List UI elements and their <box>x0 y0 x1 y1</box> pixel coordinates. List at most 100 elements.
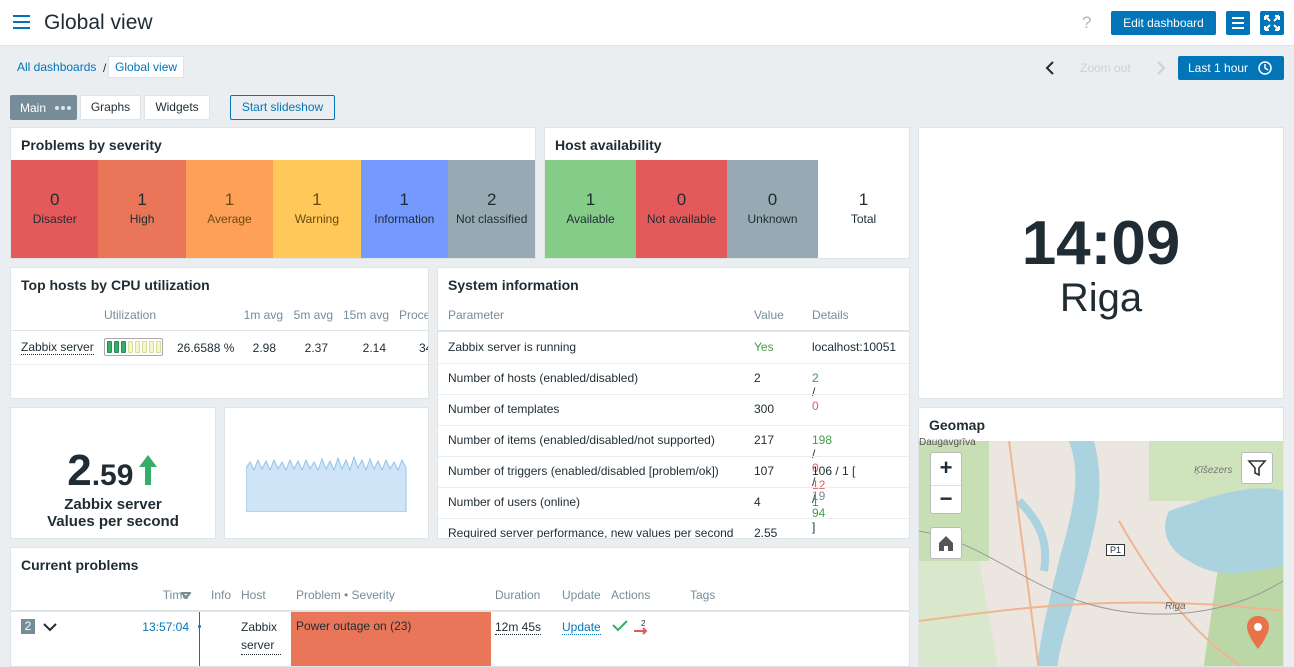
tab-dots[interactable] <box>54 105 72 111</box>
row-line <box>438 425 909 426</box>
widget-availability: Host availability 1 Available 0 Not availabl… <box>544 127 910 259</box>
host[interactable]: Zabbix server <box>241 618 281 655</box>
details: 2 / 0 <box>812 371 819 413</box>
tab-graphs[interactable]: Graphs <box>80 95 141 120</box>
period-button[interactable]: Last 1 hour <box>1178 56 1284 80</box>
column-header: Problem • Severity <box>296 588 395 602</box>
home-button[interactable] <box>930 527 962 559</box>
duration: 12m 45s <box>495 620 542 635</box>
tile-label: Unknown <box>747 212 798 226</box>
zoom-out: Zoom out <box>1080 61 1131 75</box>
menu-icon[interactable] <box>13 14 31 30</box>
tile-count[interactable]: 0 <box>49 190 60 209</box>
header-row <box>438 330 909 332</box>
value-int: 2 <box>67 446 92 495</box>
prev-arrow[interactable] <box>1044 60 1056 76</box>
processes: 34 <box>419 341 428 355</box>
widget-title: Problems by severity <box>21 137 162 153</box>
widget-title: Top hosts by CPU utilization <box>21 277 210 293</box>
menu-button[interactable] <box>1226 11 1250 35</box>
row-line <box>438 456 909 457</box>
parameter: Number of templates <box>448 402 560 416</box>
tile-count[interactable]: 2 <box>486 190 497 209</box>
parameter: Zabbix server is running <box>448 340 577 354</box>
widget-cpu: Top hosts by CPU utilization Utilization 1… <box>10 267 429 399</box>
column-header: Processes <box>399 308 428 322</box>
column-header[interactable]: Time <box>162 588 189 602</box>
breadcrumb-2[interactable]: Global view <box>108 56 185 78</box>
value: 217 <box>754 433 775 447</box>
expand-icon <box>43 623 57 632</box>
clock-city: Riga <box>1059 276 1143 320</box>
column-header: Actions <box>611 588 651 602</box>
detail-part: / <box>812 492 816 506</box>
host-link[interactable]: Zabbix server <box>21 340 94 355</box>
tab-main[interactable]: Main <box>10 95 77 120</box>
tile-count[interactable]: 0 <box>676 190 687 209</box>
map-marker[interactable] <box>1246 616 1270 650</box>
zoom-in[interactable]: + <box>939 455 953 480</box>
tile-label: Not classified <box>456 212 528 226</box>
tile: 1 High <box>98 160 186 258</box>
zoom-controls: + − <box>930 452 962 514</box>
sort-arrow <box>181 592 191 599</box>
tile: 1 Available <box>545 160 636 258</box>
tile: 1 Information <box>360 160 448 258</box>
icon-path <box>612 620 628 632</box>
time[interactable]: 13:57:04 <box>142 620 189 634</box>
header: Global view ? Edit dashboard <box>0 0 1294 46</box>
filter-button[interactable] <box>1241 452 1273 484</box>
tile-count[interactable]: 1 <box>585 190 596 209</box>
header-row <box>11 610 909 612</box>
edit-button[interactable]: Edit dashboard <box>1111 11 1216 35</box>
bar-segment <box>135 341 140 353</box>
help[interactable]: ? <box>1082 13 1092 32</box>
tile-count[interactable]: 1 <box>858 190 869 209</box>
parameter: Number of users (online) <box>448 495 581 509</box>
tile-label: Total <box>850 212 877 226</box>
tile-count[interactable]: 1 <box>312 190 322 209</box>
detail-part: 2 <box>812 371 819 385</box>
column-header: Parameter <box>448 308 505 322</box>
parameter: Number of triggers (enabled/disabled [pr… <box>448 464 719 478</box>
detail-part: 0 <box>812 461 819 475</box>
avg5: 2.37 <box>304 341 328 355</box>
ack-icon <box>612 620 628 632</box>
row-line <box>438 394 909 395</box>
time-line <box>199 612 200 666</box>
detail-part: / <box>812 385 816 399</box>
filter-icon <box>1247 460 1267 477</box>
slideshow-button[interactable]: Start slideshow <box>230 95 335 120</box>
detail-part: 1 <box>812 495 819 509</box>
actions[interactable]: 2 <box>641 619 646 628</box>
item-label: Values per second <box>47 513 179 530</box>
column-header: Duration <box>495 588 541 602</box>
widget-sysinfo: System information Parameter Value Details Z… <box>437 267 910 539</box>
fullscreen-button[interactable] <box>1260 11 1284 35</box>
tile: 0 Unknown <box>727 160 818 258</box>
next-arrow <box>1157 61 1166 75</box>
parameter: Required server performance, new values … <box>448 526 734 539</box>
detail-part: 198 <box>812 433 833 447</box>
action-arrow <box>634 627 648 635</box>
parameter: Number of items (enabled/disabled/not su… <box>448 433 715 447</box>
detail-part: localhost:10051 <box>812 340 897 354</box>
count-badge: 2 <box>21 619 35 634</box>
update[interactable]: Update <box>562 620 601 635</box>
bar-segment <box>142 341 147 353</box>
bar-segment <box>121 341 126 353</box>
widget-clock: 14:09 Riga <box>918 127 1284 399</box>
column-header: Host <box>241 588 266 602</box>
detail-part: 106 / 1 [ <box>812 464 856 478</box>
tile-count[interactable]: 1 <box>137 190 147 209</box>
tile-count[interactable]: 0 <box>767 190 778 209</box>
breadcrumb-1[interactable]: All dashboards <box>17 60 97 74</box>
problem[interactable]: Power outage on (23) <box>291 612 491 666</box>
tile-count[interactable]: 1 <box>399 190 410 209</box>
tile-count[interactable]: 1 <box>224 190 235 209</box>
tab-widgets[interactable]: Widgets <box>144 95 210 120</box>
period-label: Last 1 hour <box>1188 61 1249 75</box>
zoom-out[interactable]: − <box>931 485 961 512</box>
tile-label: Information <box>374 212 435 226</box>
